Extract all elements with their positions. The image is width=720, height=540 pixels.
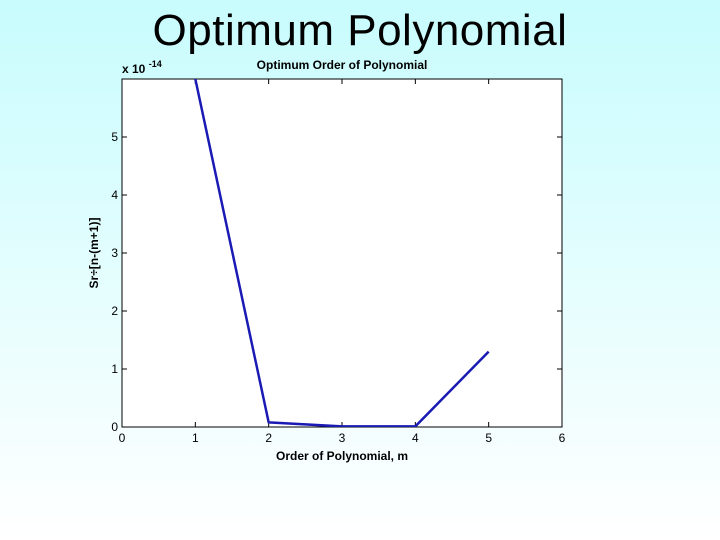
chart-title: Optimum Order of Polynomial: [257, 58, 428, 72]
x-tick-label: 4: [412, 431, 419, 445]
y-tick-label: 4: [111, 188, 118, 202]
series-group: [194, 79, 490, 427]
y-multiplier-exponent: -14: [149, 59, 162, 69]
x-tick-label: 2: [265, 431, 272, 445]
plot-area: [121, 78, 563, 428]
y-tick-label: 3: [111, 246, 118, 260]
x-tick-label: 1: [192, 431, 199, 445]
x-axis-label: Order of Polynomial, m: [276, 449, 408, 463]
y-axis-multiplier: x 10 -14: [122, 59, 162, 76]
x-tick-label: 5: [485, 431, 492, 445]
series-line: [194, 79, 490, 427]
slide-title: Optimum Polynomial: [152, 6, 568, 55]
y-tick-label: 1: [111, 362, 118, 376]
y-tick-label: 0: [111, 420, 118, 434]
tick-labels: 0 1 2 3 4 5 6 0 1 2 3 4 5: [111, 130, 565, 445]
x-tick-label: 3: [339, 431, 346, 445]
y-multiplier-base: x 10: [122, 62, 146, 76]
y-tick-label: 5: [111, 130, 118, 144]
y-axis-label: Sr÷[n-(m+1)]: [87, 218, 101, 289]
x-tick-label: 0: [119, 431, 126, 445]
x-tick-label: 6: [559, 431, 566, 445]
y-tick-label: 2: [111, 304, 118, 318]
